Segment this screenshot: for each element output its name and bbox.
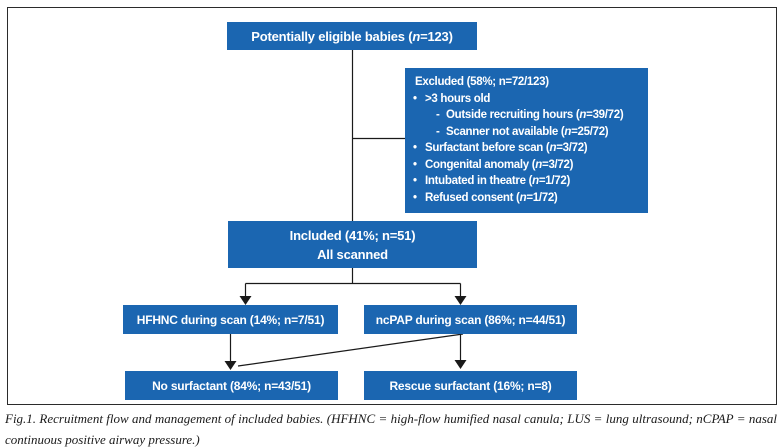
excluded-item-text: Refused consent (n=1/72)	[425, 191, 558, 204]
excluded-title: Excluded (58%; n=72/123)	[415, 76, 549, 88]
bullet-icon: •	[413, 142, 417, 154]
box-hfhnc-label: HFHNC during scan (14%; n=7/51)	[136, 312, 325, 327]
box-hfhnc-during-scan: HFHNC during scan (14%; n=7/51)	[123, 305, 338, 334]
box-no-surfactant-label: No surfactant (84%; n=43/51)	[152, 378, 311, 393]
box-potentially-eligible: Potentially eligible babies (n=123)	[227, 22, 477, 50]
included-line1: Included (41%; n=51)	[289, 227, 416, 243]
excluded-item: • >3 hours old	[411, 91, 642, 108]
included-line2: All scanned	[317, 246, 388, 262]
box-rescue-surfactant: Rescue surfactant (16%; n=8)	[364, 371, 577, 400]
excluded-item: • Refused consent (n=1/72)	[411, 190, 642, 207]
figure-caption: Fig.1. Recruitment flow and management o…	[5, 411, 777, 447]
excluded-item: • Intubated in theatre (n=1/72)	[411, 173, 642, 190]
excluded-subitem: - Scanner not available (n=25/72)	[411, 124, 642, 141]
dash-icon: -	[436, 109, 440, 121]
excluded-item: • Surfactant before scan (n=3/72)	[411, 140, 642, 157]
box-rescue-surfactant-label: Rescue surfactant (16%; n=8)	[389, 378, 552, 393]
bullet-icon: •	[413, 158, 417, 171]
excluded-item: • Congenital anomaly (n=3/72)	[411, 157, 642, 174]
bullet-icon: •	[413, 175, 417, 187]
box-no-surfactant: No surfactant (84%; n=43/51)	[125, 371, 338, 400]
bullet-icon: •	[413, 92, 417, 105]
box-ncpap-label: ncPAP during scan (86%; n=44/51)	[375, 312, 566, 327]
excluded-item-text: Intubated in theatre (n=1/72)	[425, 175, 571, 187]
excluded-item-text: >3 hours old	[425, 92, 491, 105]
box-potentially-eligible-label: Potentially eligible babies (n=123)	[251, 28, 453, 44]
bullet-icon: •	[413, 191, 417, 204]
excluded-item-text: Surfactant before scan (n=3/72)	[425, 142, 588, 154]
excluded-item-text: Outside recruiting hours (n=39/72)	[446, 109, 624, 121]
excluded-subitem: - Outside recruiting hours (n=39/72)	[411, 107, 642, 124]
box-ncpap-during-scan: ncPAP during scan (86%; n=44/51)	[364, 305, 577, 334]
excluded-item-text: Congenital anomaly (n=3/72)	[425, 158, 574, 171]
box-excluded: Excluded (58%; n=72/123) • >3 hours old …	[405, 68, 648, 213]
dash-icon: -	[436, 125, 440, 138]
box-included: Included (41%; n=51) All scanned	[228, 221, 477, 268]
excluded-item-text: Scanner not available (n=25/72)	[446, 125, 609, 138]
flowchart-border-panel	[7, 7, 777, 405]
